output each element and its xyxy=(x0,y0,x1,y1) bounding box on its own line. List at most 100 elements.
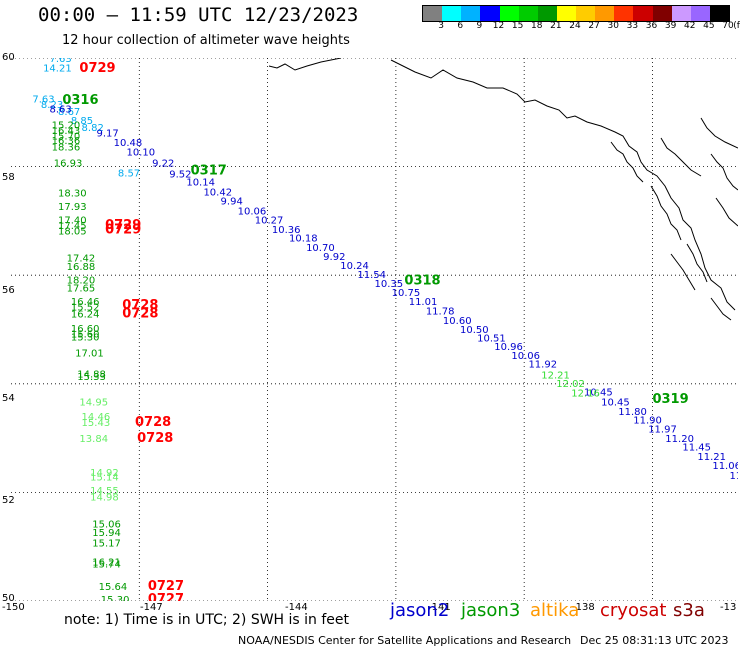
wave-height-label: 15.43 xyxy=(82,418,111,429)
map-grid xyxy=(11,58,738,601)
wave-height-label: 12.21 xyxy=(541,370,570,381)
legend-jason2: jason2 xyxy=(390,600,450,621)
wave-height-label: 8.67 xyxy=(58,107,80,118)
colorbar-swatch xyxy=(480,6,500,21)
wave-height-label: 12.02 xyxy=(556,379,585,390)
wave-height-label: 10.75 xyxy=(392,288,421,299)
pass-time-label: 0728 xyxy=(135,415,171,430)
wave-height-label: 16.88 xyxy=(67,262,96,273)
wave-height-label: 15.30 xyxy=(101,595,130,601)
x-tick-144: -144 xyxy=(285,602,308,613)
wave-height-label: 13.84 xyxy=(79,434,108,445)
wave-height-label: 16.93 xyxy=(54,159,83,170)
wave-height-label: 14.98 xyxy=(90,493,119,504)
wave-height-label: 15.94 xyxy=(92,528,121,539)
pass-time-label: 0316 xyxy=(62,93,98,108)
wave-height-label: 14.21 xyxy=(43,64,72,75)
wave-height-label: 10.70 xyxy=(306,243,335,254)
colorbar-swatch xyxy=(576,6,596,21)
colorbar-swatch xyxy=(595,6,615,21)
wave-height-label: 15.20 xyxy=(52,121,81,132)
colorbar-swatch xyxy=(671,6,691,21)
wave-height-label: 11.80 xyxy=(618,407,647,418)
wave-height-label: 11.54 xyxy=(357,270,386,281)
wave-height-label: 10.18 xyxy=(289,234,318,245)
wave-height-label: 11.90 xyxy=(633,415,662,426)
colorbar-label: 9 xyxy=(476,21,483,31)
wave-height-label: 10.45 xyxy=(601,398,630,409)
pass-time-label: 0317 xyxy=(191,164,227,179)
wave-height-label: 14.88 xyxy=(77,369,106,380)
colorbar-swatch xyxy=(690,6,710,21)
colorbar-label: 12 xyxy=(492,21,505,31)
wave-height-label: 11.78 xyxy=(426,306,455,317)
altimeter-tracks: 7.6314.217.638.238.678.858.828.578.639.1… xyxy=(32,58,738,601)
pass-time-label: 0318 xyxy=(404,273,440,288)
colorbar-label: 3 xyxy=(438,21,444,31)
pass-time-label: 0729 xyxy=(105,218,141,233)
wave-height-label: 10.27 xyxy=(255,216,284,227)
colorbar-swatch xyxy=(709,6,729,21)
wave-height-label: 8.23 xyxy=(41,100,63,111)
colorbar-label: 45 xyxy=(703,21,715,31)
pass-time-label: 0319 xyxy=(652,392,688,407)
wave-height-label: 10.48 xyxy=(114,138,143,149)
wave-height-label: 11.06 xyxy=(712,461,738,472)
colorbar-label: 33 xyxy=(626,21,639,31)
y-tick-52: 52 xyxy=(2,495,15,506)
colorbar-label: (ft) xyxy=(733,21,740,31)
wave-height-label: 12.16 xyxy=(571,388,600,399)
wave-height-label: 10.06 xyxy=(511,351,540,362)
colorbar-swatch xyxy=(499,6,519,21)
wave-height-label: 10.42 xyxy=(203,187,232,198)
legend-cryosat: cryosat xyxy=(600,600,667,621)
wave-height-label: 18.05 xyxy=(58,226,87,237)
colorbar-label: 70 xyxy=(722,21,734,31)
y-tick-56: 56 xyxy=(2,285,15,296)
pass-time-label: 0728 xyxy=(122,307,158,322)
wave-height-label: 15.14 xyxy=(90,472,119,483)
legend-altika: altika xyxy=(530,600,580,621)
wave-height-label: 17.93 xyxy=(58,202,87,213)
wave-height-label: 18.36 xyxy=(52,142,81,153)
y-tick-50: 50 xyxy=(2,593,15,604)
x-tick-141: -141 xyxy=(428,602,451,613)
wave-height-label: 17.42 xyxy=(67,254,96,265)
wave-height-label: 7.63 xyxy=(32,95,54,106)
colorbar-label: 21 xyxy=(550,21,562,31)
wave-height-label: 15.60 xyxy=(71,330,100,341)
wave-height-label: 15.17 xyxy=(92,539,121,550)
colorbar-label: 27 xyxy=(588,21,600,31)
colorbar-label: 24 xyxy=(569,21,581,31)
wave-height-label: 14.55 xyxy=(90,486,119,497)
x-tick-138: -138 xyxy=(572,602,595,613)
colorbar-swatch xyxy=(633,6,653,21)
colorbar-swatch xyxy=(461,6,481,21)
map-area: 7.63 14.21 7.63 8.23 8.67 8.85 8.82 8.57 8.63 9.1… xyxy=(11,58,738,601)
pass-time-label: 0728 xyxy=(137,431,173,446)
wave-height-label: 10.14 xyxy=(186,178,215,189)
track-blue-main: 8.63 9.1710.4810.109.229.5210.1410.429.94… xyxy=(49,104,738,482)
colorbar-swatch xyxy=(537,6,557,21)
colorbar-label: 39 xyxy=(664,21,677,31)
legend-jason3: jason3 xyxy=(461,600,521,621)
wave-height-label: 7.63 xyxy=(49,58,71,65)
colorbar-swatch xyxy=(423,6,443,21)
wave-height-label: 9.22 xyxy=(152,159,174,170)
page-subtitle: 12 hour collection of altimeter wave hei… xyxy=(62,33,350,48)
wave-height-label: 17.01 xyxy=(75,349,104,360)
wave-height-label: 10.06 xyxy=(238,206,267,217)
x-tick-135: -13 xyxy=(720,602,737,613)
wave-height-label: 10.96 xyxy=(494,342,523,353)
wave-height-label: 18.30 xyxy=(58,188,87,199)
colorbar-label: 18 xyxy=(531,21,543,31)
wave-height-label: 14.95 xyxy=(79,398,108,409)
generation-timestamp: Dec 25 08:31:13 UTC 2023 xyxy=(580,634,729,647)
wave-height-label: 11.20 xyxy=(665,434,694,445)
wave-height-label: 16.36 xyxy=(52,136,81,147)
wave-height-label: 10.10 xyxy=(126,148,155,159)
wave-height-label: 11.97 xyxy=(648,425,677,436)
